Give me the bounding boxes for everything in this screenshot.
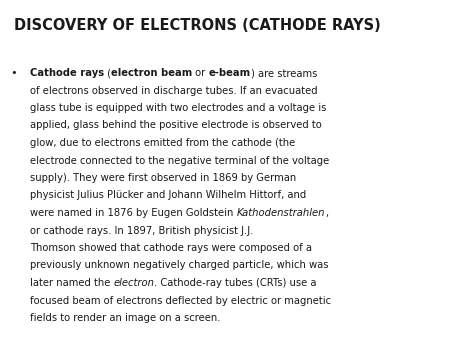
Text: applied, glass behind the positive electrode is observed to: applied, glass behind the positive elect…	[30, 120, 322, 131]
Text: DISCOVERY OF ELECTRONS (CATHODE RAYS): DISCOVERY OF ELECTRONS (CATHODE RAYS)	[14, 18, 381, 33]
Text: electron beam: electron beam	[111, 68, 192, 78]
Text: ) are streams: ) are streams	[251, 68, 317, 78]
Text: previously unknown negatively charged particle, which was: previously unknown negatively charged pa…	[30, 261, 328, 271]
Text: fields to render an image on a screen.: fields to render an image on a screen.	[30, 313, 220, 323]
Text: (: (	[104, 68, 111, 78]
Text: focused beam of electrons deflected by electric or magnetic: focused beam of electrons deflected by e…	[30, 295, 331, 306]
Text: supply). They were first observed in 1869 by German: supply). They were first observed in 186…	[30, 173, 296, 183]
Text: e-beam: e-beam	[209, 68, 251, 78]
Text: Kathodenstrahlen: Kathodenstrahlen	[237, 208, 325, 218]
Text: or: or	[192, 68, 209, 78]
Text: glow, due to electrons emitted from the cathode (the: glow, due to electrons emitted from the …	[30, 138, 295, 148]
Text: later named the: later named the	[30, 278, 113, 288]
Text: or cathode rays. In 1897, British physicist J.J.: or cathode rays. In 1897, British physic…	[30, 225, 254, 235]
Text: were named in 1876 by Eugen Goldstein: were named in 1876 by Eugen Goldstein	[30, 208, 237, 218]
Text: •: •	[10, 68, 17, 78]
Text: . Cathode-ray tubes (CRTs) use a: . Cathode-ray tubes (CRTs) use a	[155, 278, 317, 288]
Text: physicist Julius Plücker and Johann Wilhelm Hittorf, and: physicist Julius Plücker and Johann Wilh…	[30, 191, 306, 201]
Text: Thomson showed that cathode rays were composed of a: Thomson showed that cathode rays were co…	[30, 243, 312, 253]
Text: Cathode rays: Cathode rays	[30, 68, 104, 78]
Text: of electrons observed in discharge tubes. If an evacuated: of electrons observed in discharge tubes…	[30, 86, 318, 95]
Text: glass tube is equipped with two electrodes and a voltage is: glass tube is equipped with two electrod…	[30, 103, 327, 113]
Text: ,: ,	[325, 208, 328, 218]
Text: electrode connected to the negative terminal of the voltage: electrode connected to the negative term…	[30, 155, 329, 165]
Text: electron: electron	[113, 278, 155, 288]
